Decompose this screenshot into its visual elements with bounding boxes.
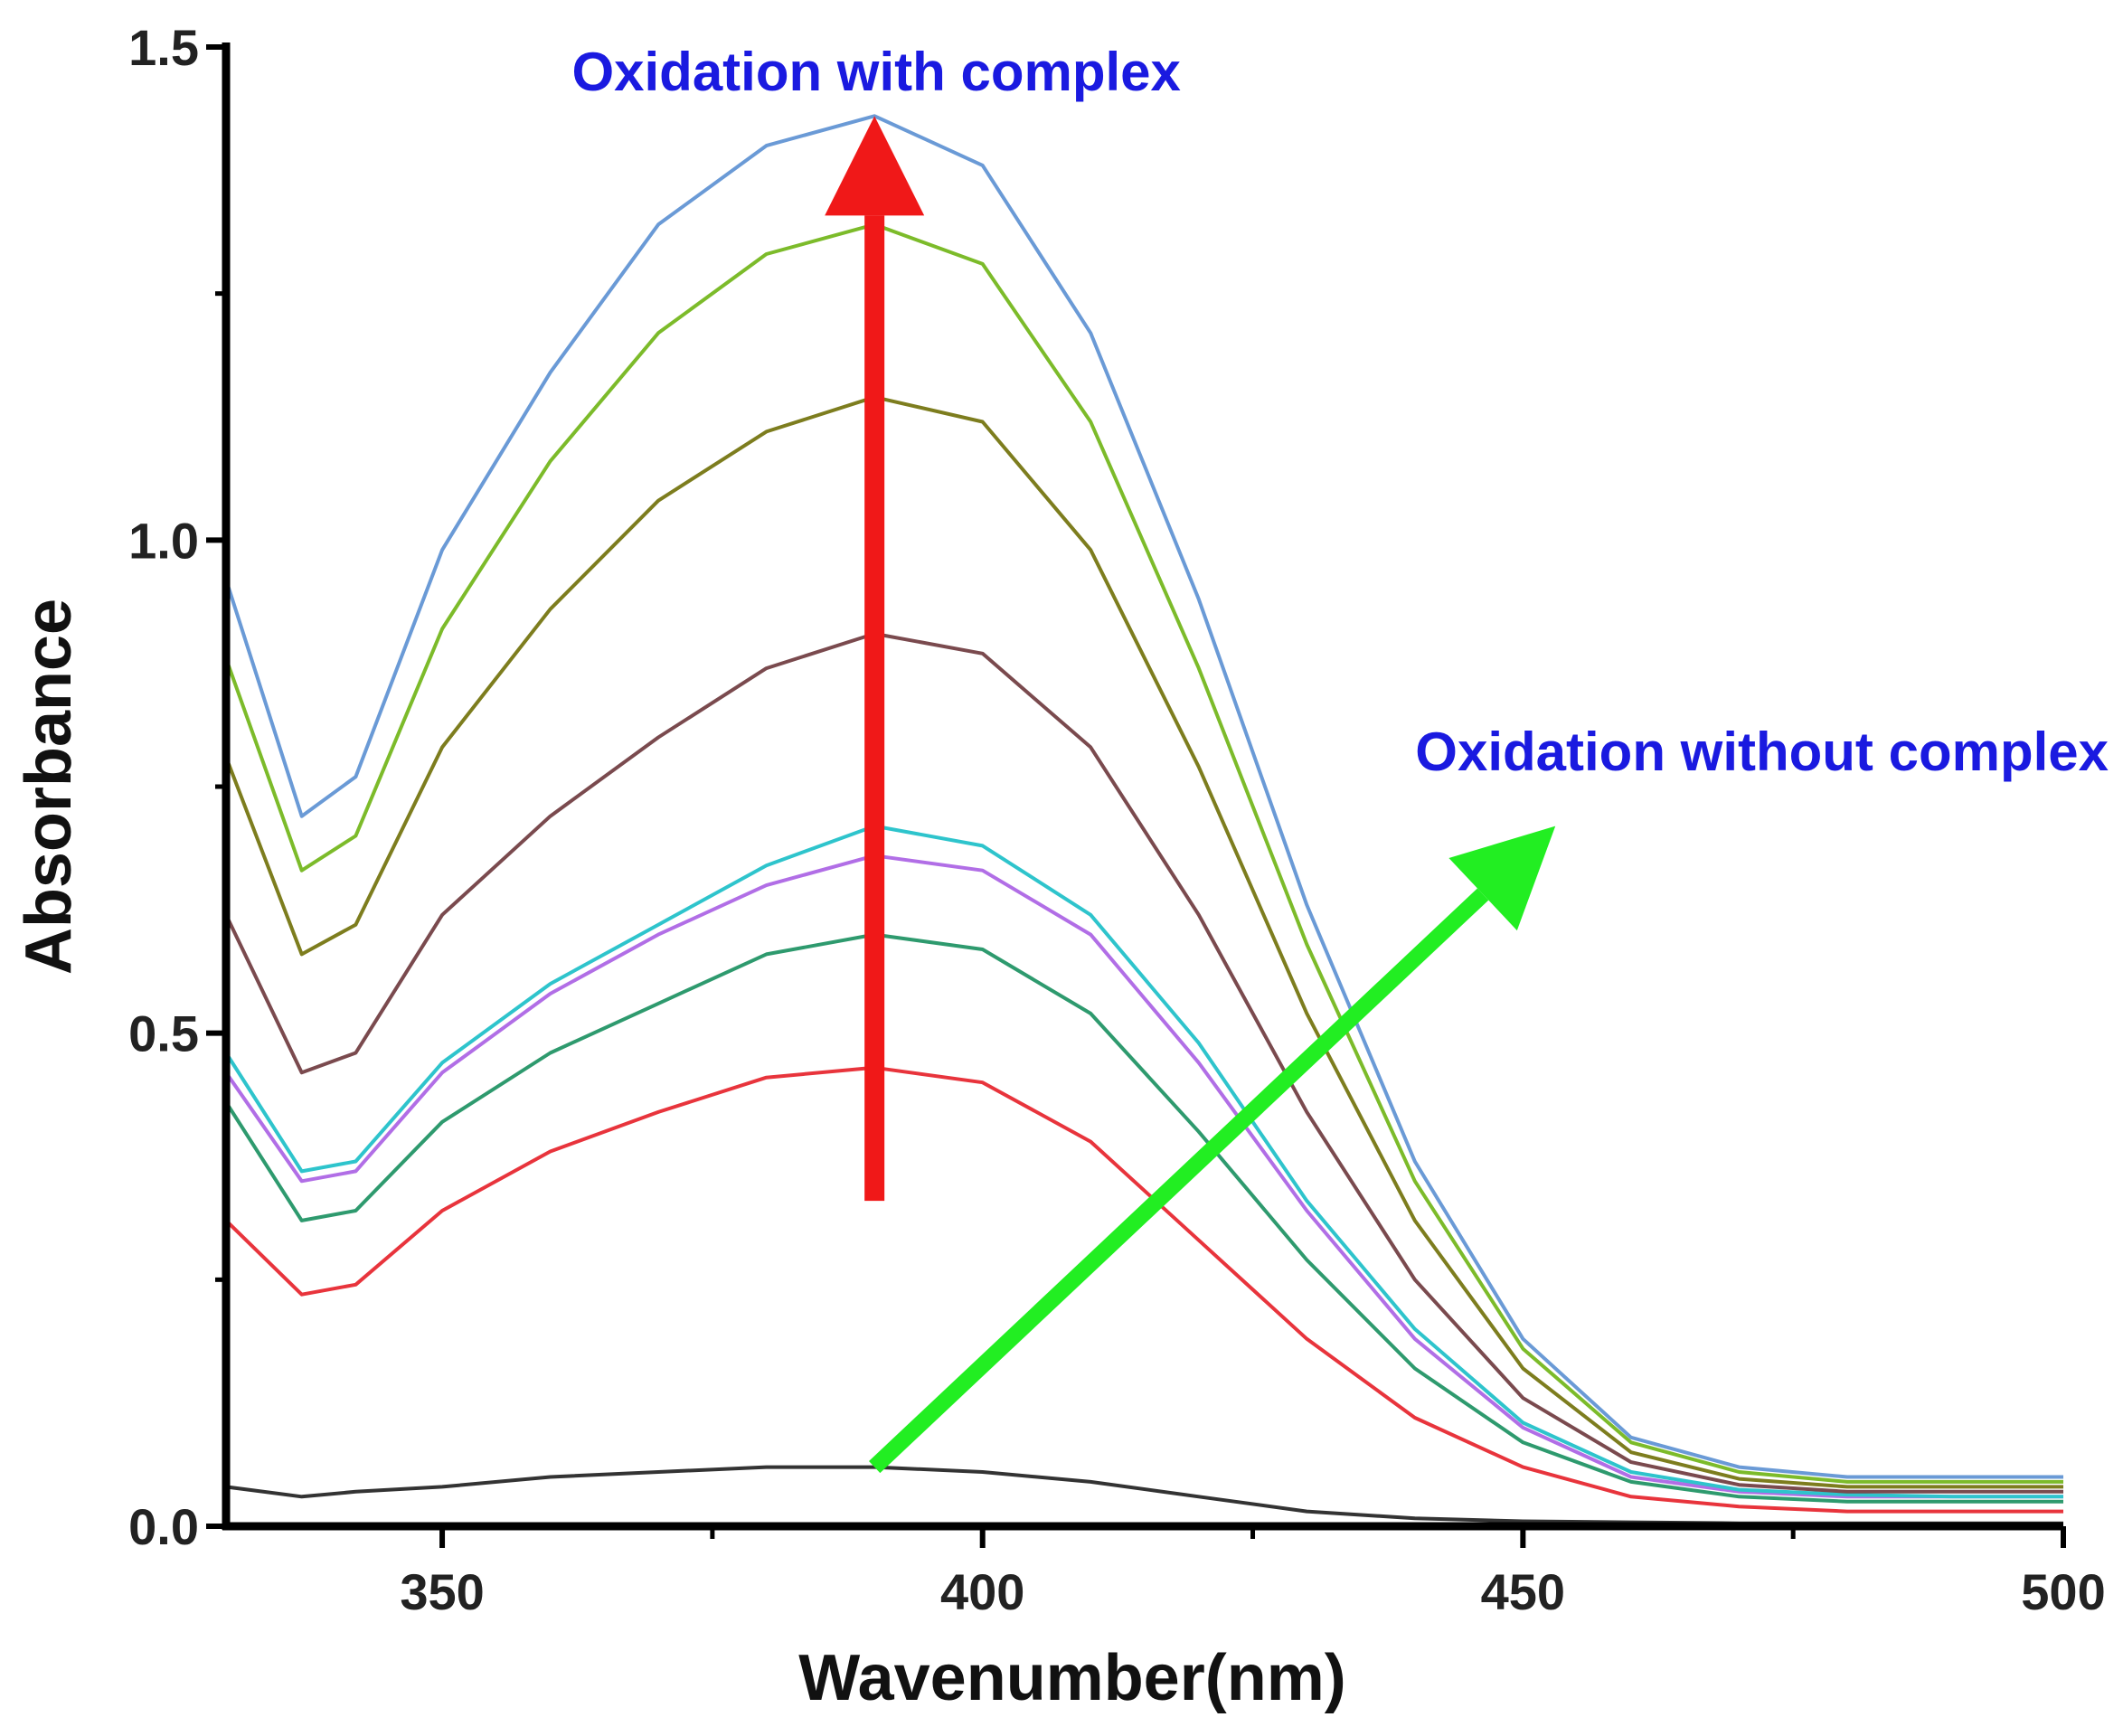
y-tick-label: 0.0	[128, 1498, 199, 1555]
x-tick-label: 500	[2021, 1563, 2105, 1620]
green-arrow-head	[1448, 826, 1556, 931]
red-arrow-head	[825, 116, 925, 216]
y-tick-label: 0.5	[128, 1005, 199, 1062]
y-axis-title: Absorbance	[13, 599, 85, 975]
series-line-3	[224, 854, 2063, 1499]
spectrum-curves	[224, 114, 2063, 1525]
x-tick-label: 450	[1481, 1563, 1565, 1620]
axes	[222, 42, 2063, 1531]
annotation-with-complex: Oxidation with complex	[571, 42, 1180, 102]
series-line-5	[224, 631, 2063, 1494]
series-line-6	[224, 395, 2063, 1489]
annotation-without-complex: Oxidation without complex	[1415, 722, 2109, 782]
x-tick-label: 400	[940, 1563, 1024, 1620]
green-arrow-shaft	[869, 888, 1489, 1474]
series-line-4	[224, 824, 2063, 1499]
y-tick-label: 1.5	[128, 19, 199, 76]
series-line-7	[224, 222, 2063, 1484]
x-axis-title: Wavenumber(nm)	[798, 1642, 1345, 1714]
trend-arrows	[825, 116, 1556, 1474]
series-line-8	[224, 114, 2063, 1479]
x-tick-label: 350	[400, 1563, 484, 1620]
series-line-2	[224, 932, 2063, 1504]
series-line-1	[224, 1065, 2063, 1514]
axis-ticks: 0.0 0.5 1.0 1.5 350 400 450 500	[128, 19, 2106, 1620]
y-tick-label: 1.0	[128, 512, 199, 569]
